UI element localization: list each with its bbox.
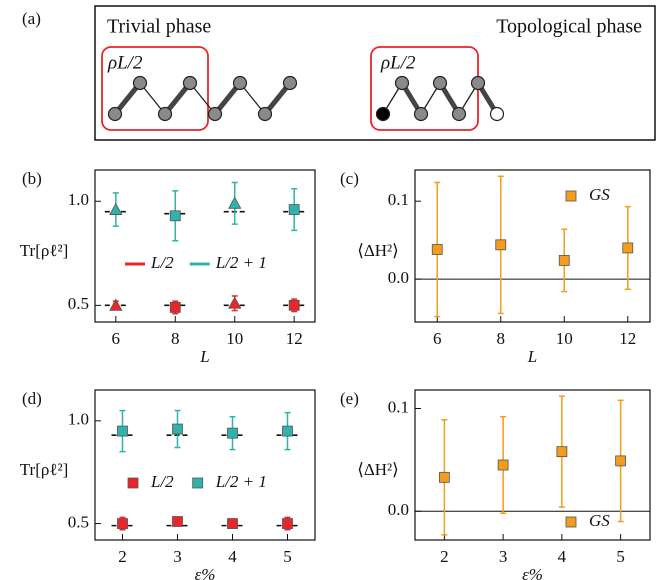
y-axis-label: Tr[ρℓ²] bbox=[20, 241, 69, 260]
marker bbox=[109, 298, 123, 311]
marker bbox=[117, 425, 128, 437]
marker bbox=[282, 518, 293, 529]
marker bbox=[172, 423, 183, 435]
legend-label: GS bbox=[589, 511, 610, 530]
marker bbox=[282, 425, 293, 437]
y-axis-label: ⟨ΔH²⟩ bbox=[357, 241, 399, 260]
x-tick-label: 8 bbox=[496, 329, 505, 348]
y-axis-label: ⟨ΔH²⟩ bbox=[357, 460, 399, 479]
legend-label: L/2 + 1 bbox=[215, 472, 267, 491]
x-axis-label: L bbox=[199, 347, 209, 366]
y-tick-label: 1.0 bbox=[68, 410, 89, 429]
x-tick-label: 8 bbox=[171, 329, 180, 348]
y-tick-label: 0.5 bbox=[68, 512, 89, 531]
x-tick-label: 2 bbox=[118, 547, 127, 566]
phase-title: Trivial phase bbox=[107, 16, 211, 38]
y-tick-label: 1.0 bbox=[68, 190, 89, 209]
marker bbox=[615, 455, 627, 467]
marker bbox=[228, 196, 242, 209]
site bbox=[413, 106, 429, 122]
site bbox=[282, 75, 298, 91]
panel-label: (b) bbox=[22, 169, 42, 188]
marker bbox=[169, 210, 181, 222]
marker bbox=[117, 518, 128, 529]
x-tick-label: 2 bbox=[440, 547, 449, 566]
x-tick-label: 10 bbox=[226, 329, 243, 348]
diagram: (a) Trivial phase Topological phase ρL/2… bbox=[22, 5, 656, 141]
marker bbox=[431, 244, 443, 255]
y-tick-label: 0.0 bbox=[388, 268, 409, 287]
x-tick-label: 3 bbox=[499, 547, 508, 566]
site bbox=[232, 75, 248, 91]
site bbox=[107, 106, 123, 122]
legend-swatch bbox=[192, 477, 204, 489]
panel-label: (c) bbox=[340, 169, 359, 188]
marker bbox=[228, 296, 242, 309]
site bbox=[451, 106, 467, 122]
marker bbox=[169, 302, 181, 313]
y-tick-label: 0.5 bbox=[68, 294, 89, 313]
plot-frame bbox=[414, 389, 651, 541]
site bbox=[157, 106, 173, 122]
x-tick-label: 12 bbox=[619, 329, 636, 348]
x-axis-label: ε% bbox=[522, 565, 543, 580]
y-tick-label: 0.1 bbox=[388, 190, 409, 209]
site bbox=[375, 106, 391, 122]
x-tick-label: 6 bbox=[433, 329, 442, 348]
marker bbox=[622, 242, 634, 254]
x-tick-label: 10 bbox=[556, 329, 573, 348]
marker bbox=[558, 255, 570, 266]
x-axis-label: L bbox=[527, 347, 537, 366]
box-label: ρL/2 bbox=[380, 52, 416, 73]
diagram-frame bbox=[94, 5, 656, 141]
y-tick-label: 0.1 bbox=[388, 397, 409, 416]
panel-label: (a) bbox=[22, 9, 41, 28]
x-axis-label: ε% bbox=[195, 565, 216, 580]
marker bbox=[109, 202, 123, 215]
marker bbox=[497, 459, 509, 471]
marker bbox=[172, 516, 183, 527]
x-tick-label: 5 bbox=[616, 547, 625, 566]
marker bbox=[227, 518, 238, 529]
site bbox=[257, 106, 273, 122]
x-tick-label: 3 bbox=[173, 547, 182, 566]
plot-frame bbox=[94, 169, 316, 323]
site bbox=[132, 75, 148, 91]
legend-label: L/2 bbox=[150, 472, 174, 491]
legend-label: L/2 + 1 bbox=[215, 253, 267, 272]
box-label: ρL/2 bbox=[107, 52, 143, 73]
x-tick-label: 5 bbox=[283, 547, 292, 566]
chains bbox=[107, 75, 505, 122]
legend-swatch bbox=[565, 190, 577, 202]
legend-swatch bbox=[565, 516, 577, 528]
y-axis-label: Tr[ρℓ²] bbox=[20, 460, 69, 479]
site bbox=[182, 75, 198, 91]
panel-label: (d) bbox=[22, 389, 42, 408]
marker bbox=[227, 427, 238, 439]
x-tick-label: 12 bbox=[286, 329, 303, 348]
site bbox=[432, 75, 448, 91]
marker bbox=[288, 299, 300, 311]
site bbox=[470, 75, 486, 91]
x-tick-label: 4 bbox=[228, 547, 237, 566]
marker bbox=[556, 446, 568, 458]
plot-frame bbox=[414, 169, 651, 323]
marker bbox=[438, 471, 450, 483]
legend-label: L/2 bbox=[150, 253, 174, 272]
site bbox=[489, 106, 505, 122]
site bbox=[207, 106, 223, 122]
marker bbox=[288, 204, 300, 215]
x-tick-label: 4 bbox=[558, 547, 567, 566]
legend-swatch bbox=[127, 477, 139, 489]
marker bbox=[495, 239, 507, 251]
phase-title: Topological phase bbox=[496, 16, 642, 38]
site bbox=[394, 75, 410, 91]
panel-label: (e) bbox=[340, 389, 359, 408]
plot-frame bbox=[94, 389, 316, 541]
x-tick-label: 6 bbox=[112, 329, 121, 348]
legend-label: GS bbox=[589, 185, 610, 204]
subsystem-box bbox=[101, 46, 209, 131]
y-tick-label: 0.0 bbox=[388, 500, 409, 519]
